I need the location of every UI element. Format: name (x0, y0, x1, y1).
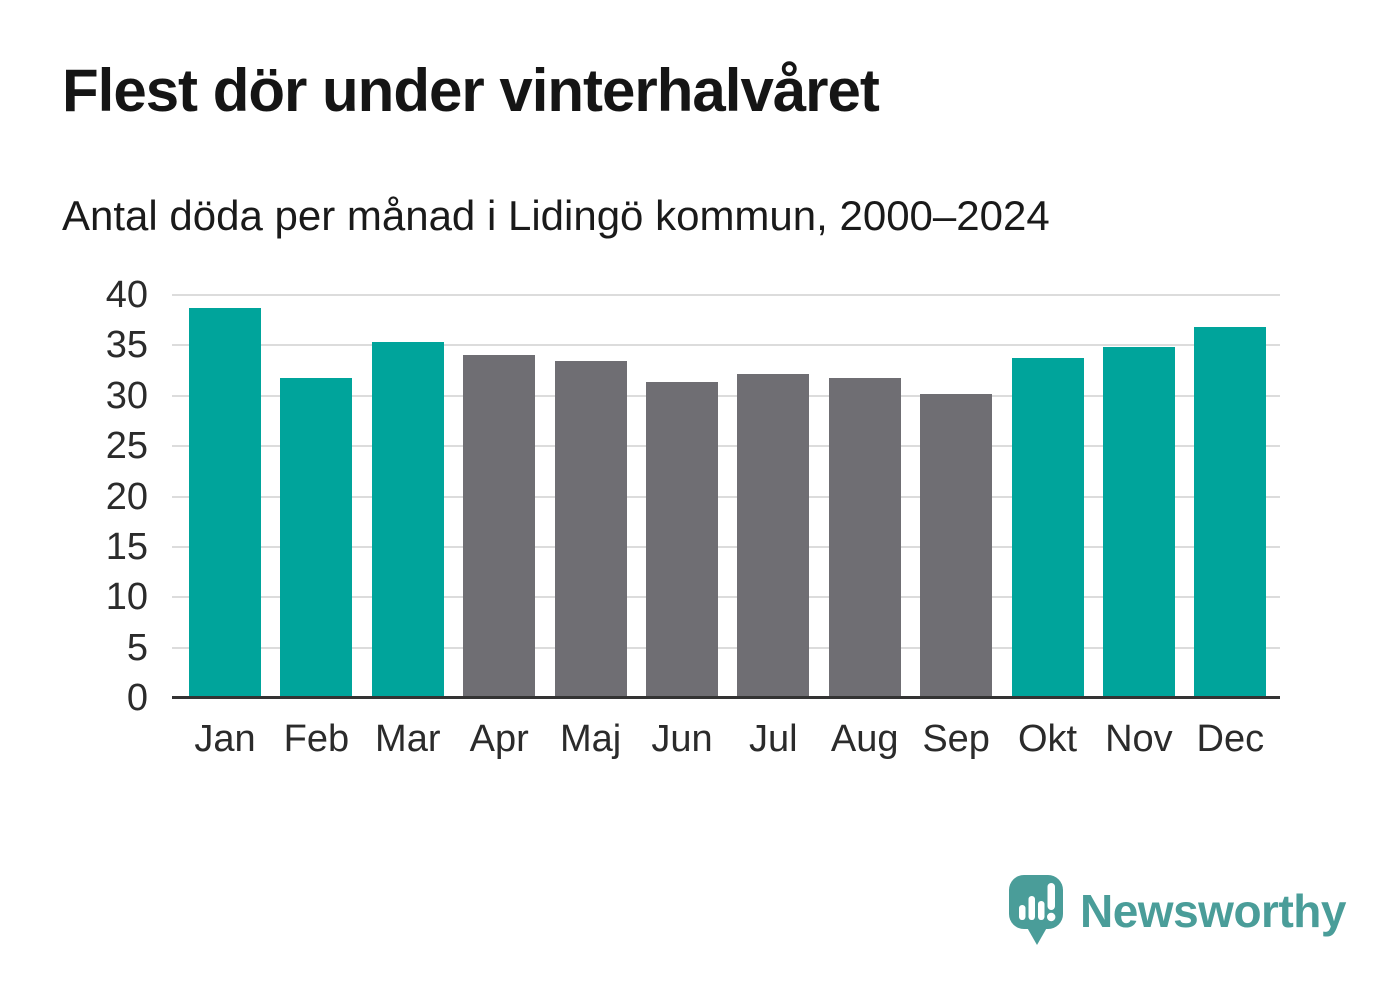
gridline-y-10 (172, 596, 1280, 599)
bar-nov (1102, 347, 1175, 698)
bar-series (172, 295, 1280, 698)
gridline-y-25 (172, 445, 1280, 448)
x-tick-label-dec: Dec (1196, 718, 1265, 760)
newsworthy-logo-icon (1009, 875, 1063, 945)
x-tick-label-jun: Jun (651, 718, 713, 760)
x-tick-label-maj: Maj (559, 718, 622, 760)
x-tick-label-apr: Apr (469, 718, 529, 760)
y-tick-label-40: 40 (105, 274, 148, 316)
y-tick-label-5: 5 (126, 626, 148, 669)
x-tick-label-nov: Nov (1105, 718, 1173, 760)
bar-jul (737, 373, 810, 698)
bar-sep (920, 393, 993, 698)
gridline-y-20 (172, 495, 1280, 498)
chart-subtitle: Antal döda per månad i Lidingö kommun, 2… (62, 192, 1050, 239)
bar-mar (371, 342, 444, 698)
x-tick-label-aug: Aug (830, 718, 899, 760)
x-tick-label-jan: Jan (194, 718, 256, 760)
page-title: Flest dör under vinterhalvåret (62, 57, 880, 124)
y-tick-label-35: 35 (105, 324, 148, 367)
gridline-y-40 (172, 294, 1280, 296)
gridline-y-30 (172, 394, 1280, 397)
bar-feb (280, 377, 353, 698)
x-axis-line (172, 696, 1280, 699)
y-tick-label-10: 10 (105, 576, 148, 619)
y-axis-labels: 0 5 10 15 20 25 30 35 40 (0, 276, 160, 717)
y-tick-label-25: 25 (105, 425, 148, 468)
x-tick-label-mar: Mar (375, 718, 441, 760)
bar-dec (1194, 327, 1267, 698)
x-tick-label-jul: Jul (749, 718, 798, 760)
x-tick-label-feb: Feb (283, 718, 350, 760)
x-tick-label-okt: Okt (1017, 718, 1078, 760)
y-tick-label-0: 0 (126, 677, 148, 719)
x-tick-label-sep: Sep (922, 718, 990, 760)
y-tick-label-20: 20 (105, 475, 148, 518)
bar-maj (554, 360, 627, 698)
y-tick-label-15: 15 (105, 525, 148, 568)
x-axis-labels: Jan Feb Mar Apr Maj Jun Jul Aug Sep Okt Nov Dec (172, 718, 1280, 761)
newsworthy-wordmark: Newsworthy (1080, 884, 1346, 937)
bar-jan (189, 308, 261, 698)
bar-apr (463, 355, 536, 698)
plot-area (172, 294, 1280, 699)
bar-jun (645, 381, 718, 698)
gridline-y-15 (172, 545, 1280, 548)
gridline-y-5 (172, 646, 1280, 649)
newsworthy-logo: Newsworthy (1008, 874, 1346, 947)
gridline-y-35 (172, 344, 1280, 347)
bar-aug (828, 377, 901, 698)
y-tick-label-30: 30 (105, 374, 148, 417)
bar-okt (1011, 358, 1084, 698)
